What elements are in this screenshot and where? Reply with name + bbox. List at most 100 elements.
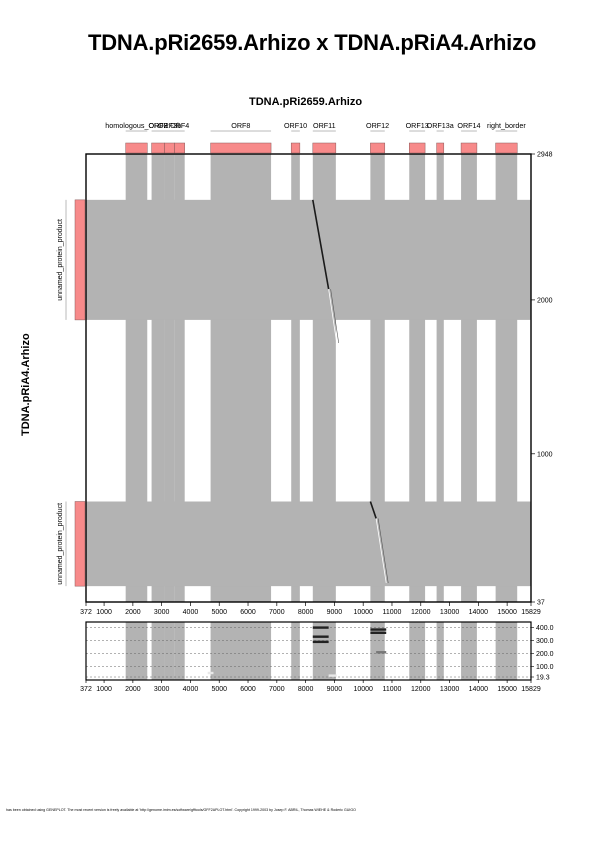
x-feature-box: [210, 142, 272, 154]
x-feature-box: [436, 142, 445, 154]
score-x-tick-label: 10000: [353, 686, 373, 693]
x-feature-band: [164, 154, 175, 602]
score-x-tick-label: 3000: [154, 686, 170, 693]
score-x-tick-label: 372: [80, 686, 92, 693]
x-feature-box: [408, 142, 426, 154]
x-tick-label: 15000: [497, 609, 517, 616]
score-bar: [312, 635, 329, 638]
x-feature-band: [174, 154, 185, 602]
score-x-tick-label: 12000: [411, 686, 431, 693]
x-feature-label: ORF14: [457, 121, 480, 130]
score-feature-band: [312, 622, 336, 680]
y-feature-box: [74, 501, 86, 587]
score-feature-band: [174, 622, 185, 680]
score-bar: [312, 626, 329, 629]
score-x-tick-label: 11000: [382, 686, 401, 693]
score-bar: [370, 631, 387, 634]
x-feature-label: homologous_ORF2: [105, 121, 167, 130]
score-bar: [312, 640, 329, 644]
score-x-tick-label: 4000: [183, 686, 199, 693]
y-feature-label: unnamed_protein_product: [57, 503, 64, 585]
score-x-tick-label: 1000: [96, 686, 112, 693]
x-feature-label: ORF4: [170, 121, 189, 130]
x-feature-label: ORF3: [148, 121, 167, 130]
score-feature-band: [125, 622, 148, 680]
x-feature-box: [460, 142, 478, 154]
score-x-tick-label: 9000: [327, 686, 343, 693]
x-tick-label: 7000: [269, 609, 285, 616]
x-feature-label: ORF10: [284, 121, 307, 130]
score-feature-band: [164, 622, 175, 680]
x-tick-label: 15829: [521, 609, 541, 616]
score-y-tick-label: 400.0: [536, 625, 554, 632]
x-feature-label: ORF13a: [427, 121, 454, 130]
score-bar: [207, 671, 214, 675]
score-x-tick-label: 5000: [211, 686, 227, 693]
x-tick-label: 372: [80, 609, 92, 616]
x-tick-label: 4000: [183, 609, 199, 616]
x-feature-box: [495, 142, 518, 154]
y-tick-label: 2000: [537, 297, 553, 304]
alignment-hit: [330, 289, 339, 344]
footer-credits: has been obtained using GENEPLOT. The mo…: [6, 808, 356, 812]
x-feature-box: [174, 142, 185, 154]
plot-frame: [85, 153, 532, 603]
alignment-hit: [328, 289, 338, 344]
alignment-hit: [369, 501, 377, 519]
x-feature-label: ORF8: [231, 121, 250, 130]
x-tick-label: 2000: [125, 609, 141, 616]
y-tick-label: 2948: [537, 152, 553, 159]
x-feature-label: ORF11: [313, 121, 336, 130]
x-tick-label: 1000: [96, 609, 112, 616]
y-feature-band: [86, 199, 531, 320]
score-panel-frame: [85, 621, 532, 681]
score-x-tick-label: 8000: [298, 686, 314, 693]
score-y-tick-label: 100.0: [536, 664, 554, 671]
alignment-hit: [377, 518, 389, 584]
score-x-tick-label: 6000: [240, 686, 256, 693]
x-feature-band: [436, 154, 444, 602]
score-feature-band: [210, 622, 272, 680]
x-tick-label: 3000: [154, 609, 170, 616]
y-tick-label: 1000: [537, 451, 553, 458]
x-feature-label: ORF3b: [158, 121, 181, 130]
score-bar: [328, 674, 337, 677]
score-y-tick-label: 200.0: [536, 651, 554, 658]
score-x-tick-label: 15000: [497, 686, 517, 693]
x-tick-label: 13000: [440, 609, 460, 616]
score-feature-band: [495, 622, 518, 680]
alignment-hit: [375, 518, 387, 584]
x-tick-label: 14000: [469, 609, 489, 616]
score-y-tick-label: 19.3: [536, 675, 550, 682]
x-feature-box: [125, 142, 148, 154]
score-feature-band: [436, 622, 444, 680]
score-feature-band: [461, 622, 477, 680]
score-x-tick-label: 13000: [440, 686, 460, 693]
score-feature-band: [409, 622, 426, 680]
score-y-tick-label: 300.0: [536, 638, 554, 645]
score-x-tick-label: 2000: [125, 686, 141, 693]
score-x-tick-label: 14000: [469, 686, 489, 693]
x-tick-label: 6000: [240, 609, 256, 616]
x-tick-label: 11000: [382, 609, 401, 616]
y-feature-box: [74, 199, 86, 321]
x-tick-label: 5000: [211, 609, 227, 616]
alignment-hit: [312, 199, 330, 290]
x-feature-box: [312, 142, 337, 154]
x-axis-label: TDNA.pRi2659.Arhizo: [249, 96, 363, 108]
x-feature-box: [164, 142, 175, 154]
chart-title: TDNA.pRi2659.Arhizo x TDNA.pRiA4.Arhizo: [88, 30, 537, 55]
x-feature-label: right_border: [487, 121, 526, 130]
score-feature-band: [291, 622, 300, 680]
x-tick-label: 8000: [298, 609, 314, 616]
score-feature-band: [151, 622, 165, 680]
y-feature-band: [86, 501, 531, 587]
y-tick-label: 37: [537, 600, 545, 607]
x-feature-box: [151, 142, 165, 154]
x-tick-label: 9000: [327, 609, 343, 616]
x-feature-box: [370, 142, 386, 154]
score-bar: [370, 628, 387, 631]
y-feature-label: unnamed_protein_product: [57, 219, 64, 301]
x-feature-band: [291, 154, 300, 602]
